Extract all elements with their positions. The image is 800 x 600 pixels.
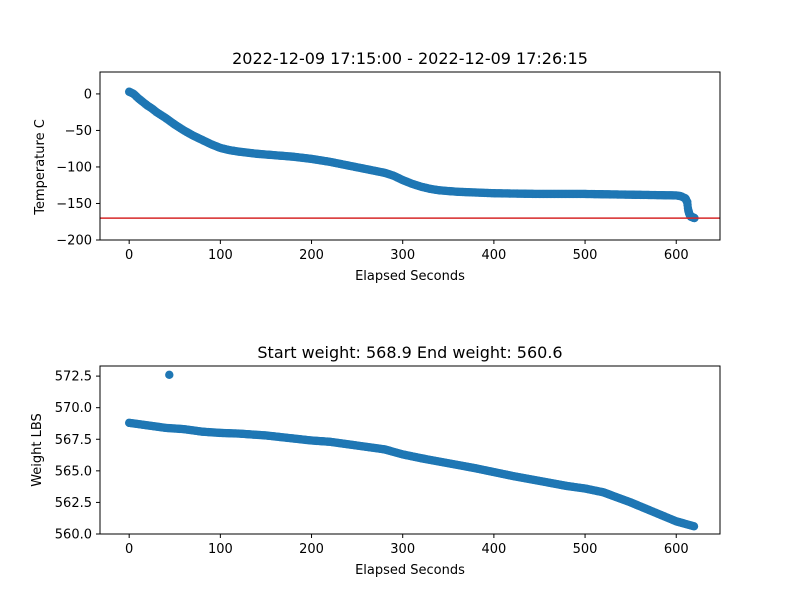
temperature-x-tick-label: 500 — [573, 248, 598, 263]
weight-y-tick-label: 565.0 — [55, 464, 92, 479]
weight-y-tick-label: 570.0 — [55, 401, 92, 416]
weight-x-tick-label: 600 — [664, 542, 689, 557]
weight-y-tick-label: 562.5 — [55, 496, 92, 511]
weight-plot-frame — [99, 365, 721, 535]
temperature-x-ticks: 0 100 200 300 400 500 600 — [125, 240, 689, 263]
weight-y-tick-label: 560.0 — [55, 528, 92, 543]
weight-y-axis-label: Weight LBS — [30, 413, 45, 487]
temperature-y-tick-label: −200 — [56, 234, 92, 249]
weight-x-tick-label: 0 — [125, 542, 133, 557]
temperature-points — [124, 87, 699, 223]
temperature-x-tick-label: 300 — [390, 248, 415, 263]
weight-outlier-point — [165, 370, 174, 380]
temperature-x-tick-label: 600 — [664, 248, 689, 263]
weight-points — [124, 370, 699, 531]
temperature-x-tick-label: 0 — [125, 248, 133, 263]
weight-point — [689, 522, 699, 531]
weight-y-tick-label: 567.5 — [55, 433, 92, 448]
weight-x-tick-label: 100 — [208, 542, 233, 557]
temperature-y-tick-label: −100 — [56, 160, 92, 175]
temperature-x-tick-label: 100 — [208, 248, 233, 263]
temperature-y-tick-label: 0 — [84, 87, 92, 102]
temperature-panel: 2022-12-09 17:15:00 - 2022-12-09 17:26:1… — [33, 49, 721, 284]
weight-y-tick-label: 572.5 — [55, 370, 92, 385]
weight-x-tick-label: 400 — [481, 542, 506, 557]
temperature-y-ticks: −200 −150 −100 −50 0 — [56, 87, 100, 249]
weight-x-ticks: 0 100 200 300 400 500 600 — [125, 534, 689, 557]
temperature-x-tick-label: 400 — [481, 248, 506, 263]
temperature-x-axis-label: Elapsed Seconds — [355, 269, 465, 284]
temperature-chart-title: 2022-12-09 17:15:00 - 2022-12-09 17:26:1… — [232, 49, 588, 68]
weight-y-ticks: 560.0 562.5 565.0 567.5 570.0 572.5 — [55, 370, 100, 543]
temperature-y-tick-label: −150 — [56, 197, 92, 212]
weight-x-axis-label: Elapsed Seconds — [355, 563, 465, 578]
weight-x-tick-label: 200 — [299, 542, 324, 557]
temperature-plot-frame — [99, 71, 721, 241]
weight-x-tick-label: 300 — [390, 542, 415, 557]
temperature-y-tick-label: −50 — [65, 124, 92, 139]
weight-chart-title: Start weight: 568.9 End weight: 560.6 — [257, 343, 562, 362]
weight-panel: Start weight: 568.9 End weight: 560.6 0 1… — [30, 343, 721, 578]
weight-x-tick-label: 500 — [573, 542, 598, 557]
temperature-x-tick-label: 200 — [299, 248, 324, 263]
temperature-y-axis-label: Temperature C — [33, 119, 48, 216]
